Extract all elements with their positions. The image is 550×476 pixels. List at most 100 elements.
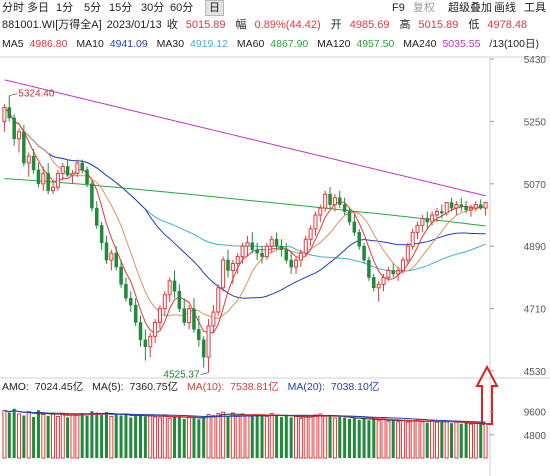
candle-body xyxy=(483,202,488,209)
volume-bar xyxy=(405,421,410,459)
candle-body xyxy=(342,204,347,212)
volume-bar xyxy=(294,415,299,459)
low-mark-label: 4525.37 xyxy=(163,370,200,381)
volume-ma10-line xyxy=(4,410,486,424)
candle-body xyxy=(36,169,41,185)
volume-bar xyxy=(2,410,7,459)
volume-bar xyxy=(372,418,376,458)
tab-period-30min[interactable]: 30分 xyxy=(141,2,165,14)
candle-body xyxy=(357,232,361,247)
volume-bar xyxy=(444,421,449,459)
volume-bar xyxy=(85,415,89,458)
volume-bar xyxy=(197,419,201,458)
candle-body xyxy=(95,207,99,226)
volume-bar xyxy=(338,416,342,458)
candle-body xyxy=(235,256,240,265)
price-tick-label: 5250 xyxy=(524,117,547,128)
candle-body xyxy=(177,291,182,309)
candle-body xyxy=(449,202,454,209)
ma240-value: 5035.55 xyxy=(442,38,481,50)
candle-body xyxy=(55,172,60,188)
price-tick-label: 5430 xyxy=(524,55,547,66)
volume-bar xyxy=(343,417,347,458)
candle-body xyxy=(206,325,211,358)
draw-line-button[interactable]: 画线 xyxy=(494,2,516,14)
volume-bar xyxy=(284,415,288,458)
tab-period-15min[interactable]: 15分 xyxy=(109,2,133,14)
candle-body xyxy=(269,238,274,247)
ma120-label: MA120 xyxy=(317,38,351,50)
amo-value: 7024.45亿 xyxy=(34,381,84,393)
candle-body xyxy=(328,193,332,205)
tab-period-multiday[interactable]: 多日 xyxy=(27,2,49,14)
volume-bar xyxy=(148,414,153,459)
volume-bar xyxy=(139,414,143,458)
volume-bar xyxy=(46,415,50,458)
vol-ma5-value: 7360.75亿 xyxy=(129,381,179,393)
overlay-button[interactable]: 超级叠加 xyxy=(448,2,492,14)
tab-period-fenshi[interactable]: 分时 xyxy=(2,2,24,14)
candle-body xyxy=(264,245,269,258)
volume-bar xyxy=(162,414,167,459)
volume-bar xyxy=(400,419,405,459)
volume-bar xyxy=(332,417,337,459)
vol-ma10-value: 7538.81亿 xyxy=(230,381,279,393)
page-indicator[interactable]: /13(100日) xyxy=(489,38,539,50)
volume-bar xyxy=(386,420,391,459)
close-label: 收 xyxy=(166,19,178,31)
candle-body xyxy=(51,186,56,192)
candle-body xyxy=(332,197,337,206)
volume-bar xyxy=(352,417,356,458)
candle-body xyxy=(425,218,430,223)
volume-bar xyxy=(415,419,420,459)
candle-body xyxy=(367,259,371,278)
f9-button[interactable]: F9 xyxy=(392,2,405,14)
candle-body xyxy=(473,204,478,209)
tab-period-1min[interactable]: 1分 xyxy=(56,2,74,14)
volume-bar xyxy=(298,417,303,459)
candle-body xyxy=(362,245,366,261)
ma60-value: 4867.90 xyxy=(270,38,309,50)
candle-body xyxy=(352,221,357,233)
price-tick-label: 4530 xyxy=(524,367,547,378)
volume-bar xyxy=(367,420,371,458)
vol-ma20-label: MA(20): xyxy=(287,381,325,393)
volume-bar xyxy=(226,415,230,458)
volume-bar xyxy=(255,414,259,458)
volume-bar xyxy=(202,416,206,458)
tools-button[interactable]: 工具 xyxy=(524,2,546,14)
candle-body xyxy=(468,207,473,211)
volume-bar xyxy=(12,408,16,458)
candle-body xyxy=(187,308,192,323)
candle-body xyxy=(323,193,328,209)
candle-body xyxy=(65,166,70,176)
tab-period-60min[interactable]: 60分 xyxy=(170,2,194,14)
candle-body xyxy=(284,249,289,261)
candle-body xyxy=(240,245,245,258)
volume-bar xyxy=(26,411,31,459)
candle-body xyxy=(41,172,46,185)
volume-bar xyxy=(275,414,279,458)
volume-bar xyxy=(124,414,128,458)
volume-tick-label: 9600 xyxy=(524,408,547,419)
up-arrow-icon xyxy=(475,364,499,425)
candle-body xyxy=(420,217,425,226)
volume-bar xyxy=(347,418,351,458)
candle-body xyxy=(478,204,483,209)
tab-period-5min[interactable]: 5分 xyxy=(84,2,102,14)
candle-body xyxy=(157,308,162,323)
volume-bar xyxy=(376,420,381,459)
candle-body xyxy=(376,283,381,289)
period-toolbar: 分时 多日 1分 5分 15分 30分 60分 日 F9 复权 超级叠加 画线 … xyxy=(0,0,550,17)
fuquan-button[interactable]: 复权 xyxy=(413,2,435,14)
tab-period-daily[interactable]: 日 xyxy=(205,0,224,16)
volume-bar xyxy=(153,416,158,459)
ma5-line xyxy=(4,107,486,335)
candle-body xyxy=(119,266,123,285)
candle-body xyxy=(400,259,405,271)
volume-bar xyxy=(211,414,216,459)
ma120-value: 4957.50 xyxy=(356,38,395,50)
candle-body xyxy=(434,211,439,216)
